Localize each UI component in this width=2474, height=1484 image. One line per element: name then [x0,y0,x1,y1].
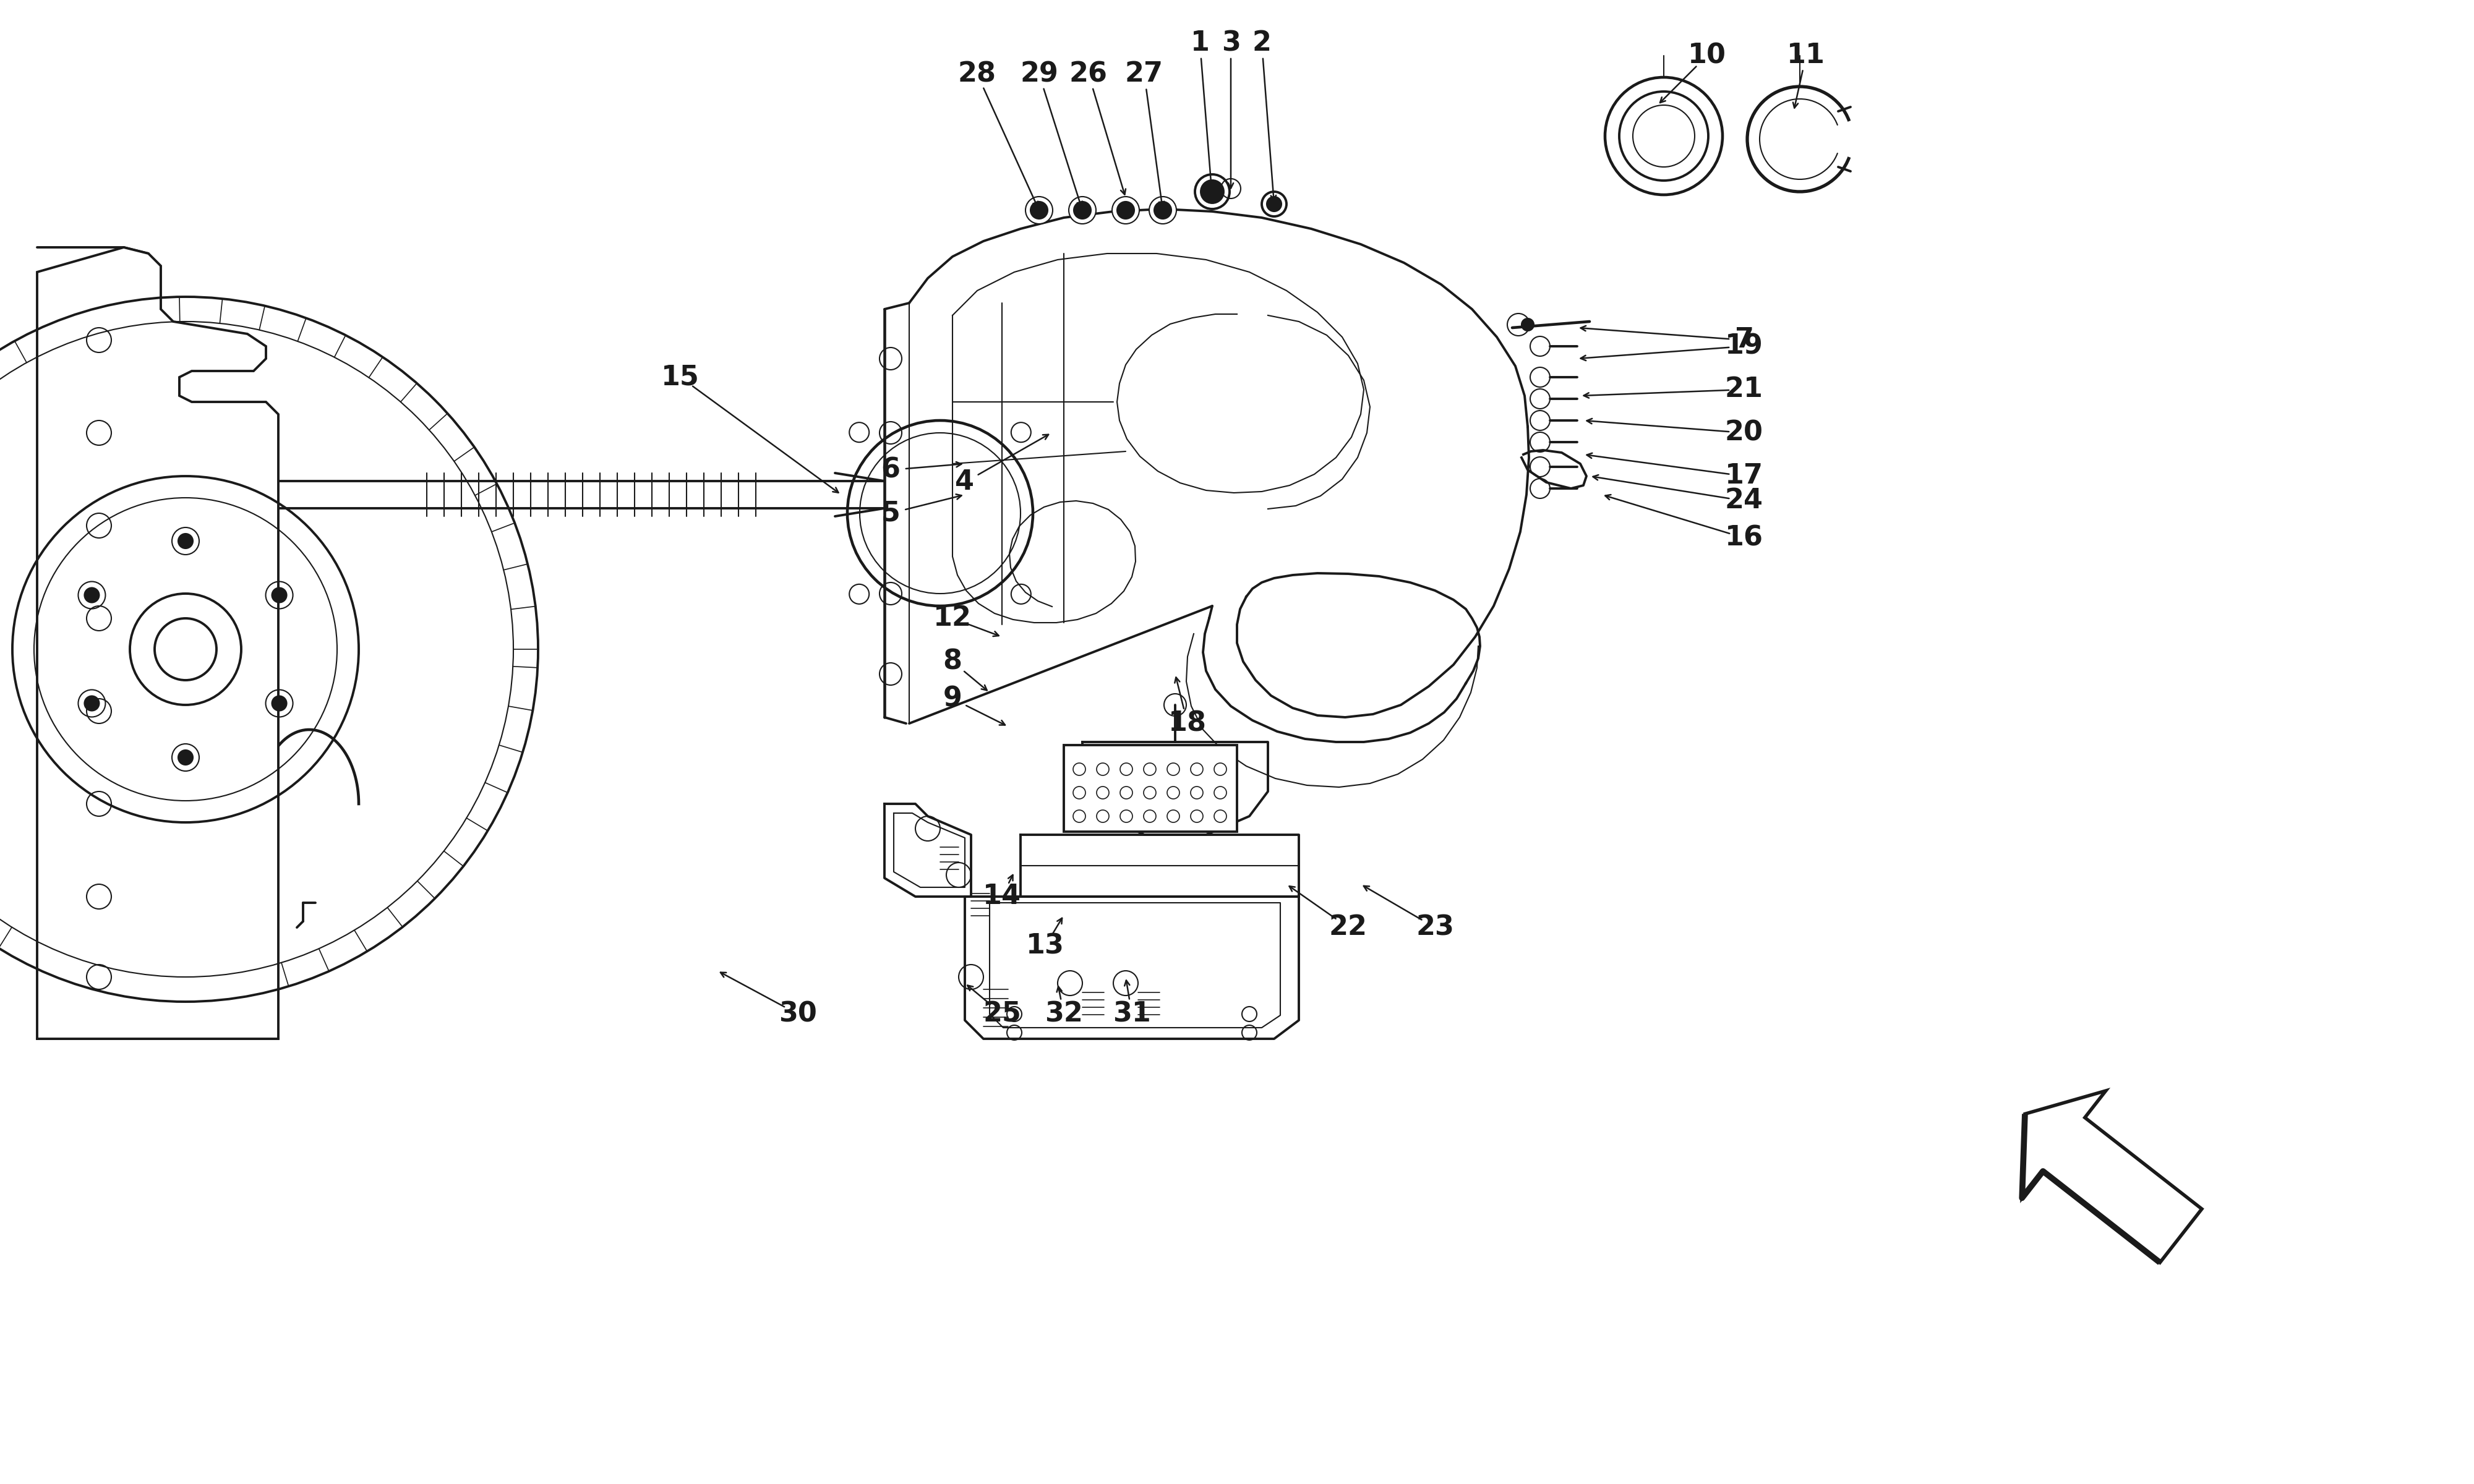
Circle shape [1074,202,1091,218]
Text: 19: 19 [1724,332,1764,359]
Text: 1: 1 [1190,30,1210,56]
Circle shape [1522,319,1534,331]
Text: 24: 24 [1724,488,1764,513]
Text: 7: 7 [1734,326,1754,353]
Text: 16: 16 [1724,525,1764,551]
Polygon shape [37,248,277,1039]
Text: 29: 29 [1019,61,1059,88]
Text: 28: 28 [957,61,997,88]
Text: 4: 4 [955,469,975,496]
Circle shape [178,749,193,764]
Text: 32: 32 [1044,1000,1084,1027]
Text: 30: 30 [779,1000,816,1027]
Text: 18: 18 [1168,711,1207,736]
Text: 20: 20 [1724,420,1764,447]
Circle shape [1267,196,1282,211]
Circle shape [1027,196,1054,224]
Circle shape [1118,202,1133,218]
Text: 31: 31 [1113,1000,1150,1027]
Text: 27: 27 [1126,61,1163,88]
Circle shape [84,696,99,711]
Text: 2: 2 [1252,30,1272,56]
Circle shape [272,696,287,711]
Text: 22: 22 [1329,914,1368,941]
Circle shape [1113,196,1138,224]
Text: 15: 15 [661,364,700,390]
Circle shape [272,588,287,603]
Text: 12: 12 [933,605,972,632]
Circle shape [153,619,218,680]
Text: 26: 26 [1069,61,1108,88]
Circle shape [1069,196,1096,224]
Text: 8: 8 [943,649,962,675]
Text: 11: 11 [1786,43,1826,68]
Polygon shape [1064,745,1237,831]
Circle shape [1029,202,1049,218]
Text: 6: 6 [881,457,901,484]
Text: 9: 9 [943,686,962,712]
Polygon shape [2021,1091,2202,1263]
Text: 21: 21 [1724,377,1764,402]
Circle shape [1153,202,1173,218]
Text: 10: 10 [1687,43,1727,68]
Text: 3: 3 [1222,30,1239,56]
Text: 23: 23 [1415,914,1455,941]
Circle shape [1148,196,1178,224]
Circle shape [84,588,99,603]
Text: 25: 25 [982,1000,1022,1027]
Text: 14: 14 [982,883,1022,910]
Circle shape [178,534,193,549]
Circle shape [1202,181,1222,203]
Text: 5: 5 [881,500,901,527]
Text: 13: 13 [1027,933,1064,959]
Text: 17: 17 [1724,463,1764,490]
